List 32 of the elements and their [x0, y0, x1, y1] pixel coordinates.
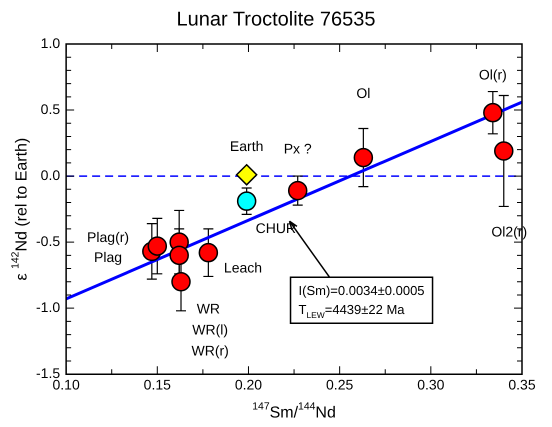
x-tick-label: 0.20: [234, 376, 262, 392]
point: [236, 191, 256, 211]
point: [169, 246, 189, 266]
point: [148, 236, 168, 256]
y-tick-label: -1.0: [36, 299, 60, 316]
point: [236, 164, 258, 186]
annotation: Ol: [356, 85, 370, 102]
annotation: Ol(r): [478, 66, 507, 83]
annotation: Plag(r): [87, 229, 130, 246]
annotation: WR(r): [192, 342, 229, 359]
point: [494, 141, 514, 161]
point: [483, 102, 503, 122]
y-tick-label: 1.0: [40, 34, 60, 51]
annotation: Plag: [94, 248, 122, 265]
x-tick-label: 0.30: [417, 376, 445, 392]
x-tick-label: 0.35: [508, 376, 536, 392]
y-tick-label: -0.5: [36, 232, 60, 249]
point: [354, 148, 374, 168]
point: [171, 272, 191, 292]
point: [198, 242, 218, 262]
annotation: Earth: [230, 138, 264, 154]
x-tick-label: 0.15: [144, 376, 172, 392]
annotation: WR: [196, 300, 220, 316]
annotation: Px ?: [284, 140, 312, 157]
annotation: Leach: [224, 259, 262, 276]
y-tick-label: 0.5: [40, 100, 60, 117]
chart-title: Lunar Troctolite 76535: [176, 8, 376, 31]
x-tick-label: 0.25: [326, 376, 354, 392]
y-tick-label: 0.0: [40, 166, 60, 183]
annotation: WR(l): [192, 321, 228, 338]
point: [288, 180, 308, 200]
y-axis-title: ε 142Nd (rel to Earth): [10, 138, 30, 280]
